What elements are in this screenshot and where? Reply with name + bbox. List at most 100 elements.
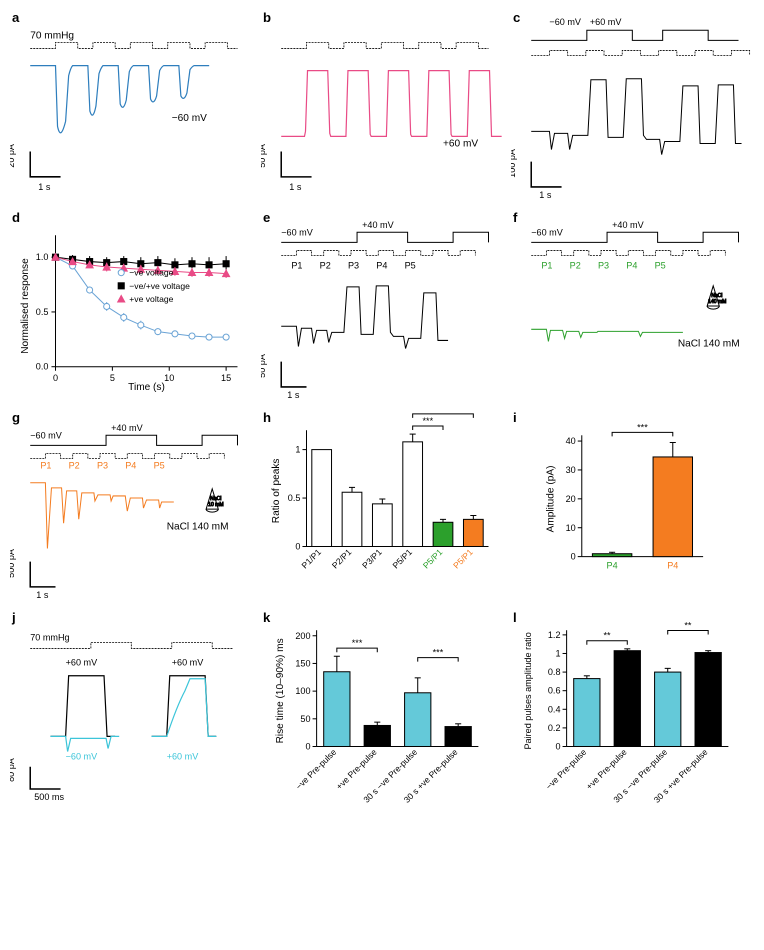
scale-x-label: 500 ms <box>34 792 64 802</box>
sig-brackets: *** *** <box>336 638 457 662</box>
current-trace-e <box>281 286 448 349</box>
current-trace-g <box>30 483 174 549</box>
stim-protocol <box>30 454 224 459</box>
svg-text:P1: P1 <box>542 261 553 271</box>
svg-text:**: ** <box>604 631 612 641</box>
svg-text:P2: P2 <box>319 261 330 271</box>
figure-grid: a 70 mmHg −60 mV 20 pA 1 s b <box>10 10 754 838</box>
trace-e-svg: e −60 mV +40 mV P1P2P3P4P5 50 pA 1 s <box>261 210 504 402</box>
panel-f: f −60 mV +40 mV P1P2P3P4P5 NaCl 140 mM N… <box>511 210 754 402</box>
trace-j-svg: j 70 mmHg +60 mV +60 mV −60 mV +60 mV 80 <box>10 610 253 802</box>
scale-bar-c <box>532 162 562 187</box>
scale-bar-j <box>30 767 60 789</box>
svg-text:P1: P1 <box>40 461 51 471</box>
svg-text:200: 200 <box>295 631 310 641</box>
xlabel: Time (s) <box>128 382 165 393</box>
svg-text:P5: P5 <box>404 261 415 271</box>
panel-label: i <box>513 410 517 425</box>
chart-k-svg: k 050100150200 Rise time (10–90%) ms −ve… <box>261 610 504 838</box>
svg-text:+ve voltage: +ve voltage <box>129 294 173 304</box>
svg-text:0.2: 0.2 <box>548 723 561 733</box>
svg-text:0: 0 <box>571 552 576 562</box>
scale-y-label: 500 pA <box>10 548 16 578</box>
svg-text:−ve/+ve voltage: −ve/+ve voltage <box>129 281 190 291</box>
svg-text:30: 30 <box>566 465 576 475</box>
v-high-label: +60 mV <box>590 17 622 27</box>
cyan-trace <box>50 679 216 752</box>
svg-text:P2: P2 <box>570 261 581 271</box>
svg-text:P2: P2 <box>69 461 80 471</box>
pipette-icon: NaCl 140 mM <box>707 286 726 309</box>
current-trace-c <box>532 79 742 155</box>
panel-label: d <box>12 210 20 225</box>
trace-f-svg: f −60 mV +40 mV P1P2P3P4P5 NaCl 140 mM N… <box>511 210 754 402</box>
pulse-labels: P1P2P3P4P5 <box>40 461 164 471</box>
svg-text:P5/P1: P5/P1 <box>420 547 444 571</box>
svg-text:1: 1 <box>556 649 561 659</box>
bars: P1/P1P2/P1P3/P1P5/P1P5/P1P5/P1 <box>299 434 483 570</box>
chart-d-legend: −ve voltage−ve/+ve voltage+ve voltage <box>118 268 190 304</box>
stim-protocol <box>532 251 726 256</box>
ylabel: Ratio of peaks <box>271 459 282 524</box>
svg-text:10: 10 <box>566 523 576 533</box>
stim-protocol <box>30 42 237 48</box>
current-trace-f <box>532 329 684 341</box>
sig-brackets: *** <box>612 423 673 437</box>
bars: −ve Pre-pulse+ve Pre-pulse30 s −ve Pre-p… <box>293 657 471 805</box>
sig-brackets: ** ** <box>587 621 708 645</box>
chart-h-svg: h 00.51 Ratio of peaks P1/P1P2/P1P3/P1P5… <box>261 410 504 602</box>
scale-x-label: 1 s <box>540 190 553 200</box>
svg-text:***: *** <box>432 648 443 658</box>
stim-protocol <box>30 643 232 649</box>
ylabel: Rise time (10–90%) ms <box>275 639 286 744</box>
panel-label: f <box>513 210 518 225</box>
svg-text:***: *** <box>637 423 648 433</box>
svg-text:**: ** <box>685 621 693 631</box>
panel-e: e −60 mV +40 mV P1P2P3P4P5 50 pA 1 s <box>261 210 504 402</box>
svg-text:P4: P4 <box>376 261 387 271</box>
svg-text:P4: P4 <box>627 261 638 271</box>
scale-x-label: 1 s <box>289 182 302 192</box>
bars: −ve Pre-pulse+ve Pre-pulse30 s −ve Pre-p… <box>544 649 722 805</box>
svg-text:***: *** <box>351 638 362 648</box>
svg-text:0.5: 0.5 <box>287 493 300 503</box>
panel-label: j <box>11 610 16 625</box>
pulse-labels: P1P2P3P4P5 <box>291 261 415 271</box>
svg-text:P3/P1: P3/P1 <box>360 547 384 571</box>
svg-text:50: 50 <box>300 714 310 724</box>
v-low-label: −60 mV <box>281 227 313 237</box>
svg-text:P1/P1: P1/P1 <box>299 547 323 571</box>
sig-brackets: ****** <box>412 410 473 430</box>
stim-protocol <box>532 50 750 55</box>
svg-text:P4: P4 <box>125 461 136 471</box>
svg-text:1: 1 <box>295 445 300 455</box>
v-pos-label: +60 mV <box>167 752 199 762</box>
ylabel: Normalised response <box>20 258 31 354</box>
v-high-label: +40 mV <box>612 220 644 230</box>
trace-g-svg: g −60 mV +40 mV P1P2P3P4P5 NaCl 10 mM Na… <box>10 410 253 602</box>
svg-text:***: *** <box>422 416 433 426</box>
bath-label: NaCl 140 mM <box>678 339 740 350</box>
panel-label: g <box>12 410 20 425</box>
svg-text:150: 150 <box>295 659 310 669</box>
svg-text:+ve Pre-pulse: +ve Pre-pulse <box>584 747 629 792</box>
stim-label: 70 mmHg <box>30 633 69 643</box>
svg-text:0.6: 0.6 <box>548 686 561 696</box>
trace-a-svg: a 70 mmHg −60 mV 20 pA 1 s <box>10 10 253 202</box>
panel-label: k <box>263 610 271 625</box>
v-high-label: +40 mV <box>111 423 143 433</box>
scale-y-label: 50 pA <box>261 143 267 168</box>
scale-bar-a <box>30 152 60 177</box>
svg-text:P1: P1 <box>291 261 302 271</box>
svg-text:P5: P5 <box>655 261 666 271</box>
svg-text:0: 0 <box>295 542 300 552</box>
panel-label: c <box>513 10 520 25</box>
svg-text:0.4: 0.4 <box>548 705 561 715</box>
v-low-label: −60 mV <box>550 17 582 27</box>
panel-label: a <box>12 10 20 25</box>
svg-text:P5/P1: P5/P1 <box>390 547 414 571</box>
svg-text:10: 10 <box>164 373 174 383</box>
voltage-label: −60 mV <box>172 113 207 124</box>
svg-text:P2/P1: P2/P1 <box>329 547 353 571</box>
svg-text:1.0: 1.0 <box>36 252 49 262</box>
